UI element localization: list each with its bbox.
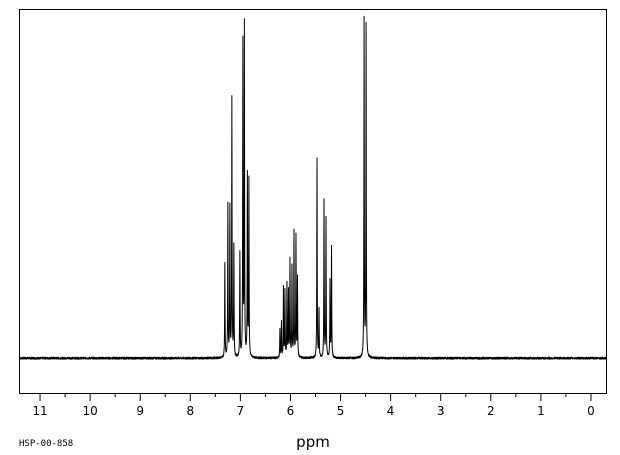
x-axis-title: ppm bbox=[296, 433, 330, 451]
x-tick-label: 9 bbox=[136, 404, 144, 418]
x-tick-label: 2 bbox=[487, 404, 495, 418]
x-tick-label: 0 bbox=[587, 404, 595, 418]
x-tick-label: 11 bbox=[32, 404, 47, 418]
x-tick-label: 1 bbox=[537, 404, 545, 418]
x-tick-label: 7 bbox=[237, 404, 245, 418]
source-id-label: HSP-00-858 bbox=[19, 439, 73, 449]
x-tick-label: 8 bbox=[186, 404, 194, 418]
x-tick-label: 10 bbox=[82, 404, 97, 418]
x-tick-label: 6 bbox=[287, 404, 295, 418]
spectrum-series bbox=[19, 15, 607, 360]
x-axis-ticks bbox=[39, 393, 592, 401]
x-tick-label: 5 bbox=[337, 404, 345, 418]
plot-frame bbox=[19, 9, 607, 394]
x-tick-label: 3 bbox=[437, 404, 445, 418]
x-axis-tick-labels: 11 10 9 8 7 6 5 4 3 2 1 0 bbox=[32, 404, 594, 418]
x-tick-label: 4 bbox=[387, 404, 395, 418]
spectrum-trace bbox=[19, 15, 607, 360]
